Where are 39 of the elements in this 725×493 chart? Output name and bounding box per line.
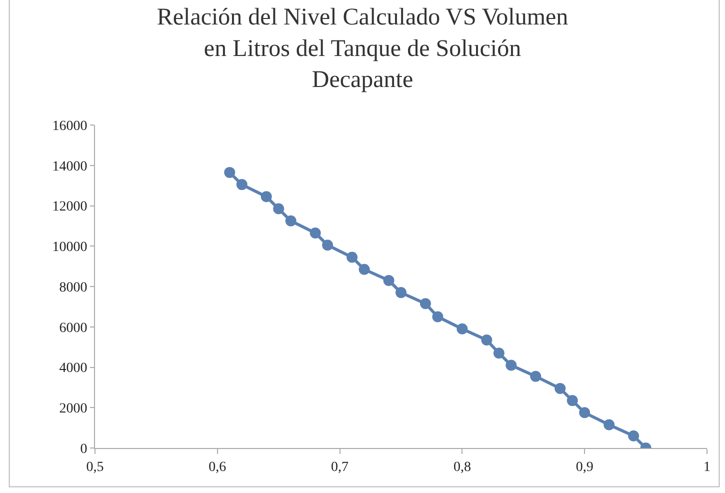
point: [506, 360, 517, 371]
point: [604, 419, 615, 430]
chart-title: Relación del Nivel Calculado VS Volumen en Litros del Tanque de Solución Decapante: [156, 4, 568, 94]
point: [579, 407, 590, 418]
x-tick-label: 0,6: [208, 460, 226, 475]
point: [628, 430, 640, 442]
y-tick-label: 6000: [59, 320, 88, 336]
point: [456, 323, 468, 334]
y-tick-label: 14000: [52, 159, 88, 174]
point: [224, 166, 236, 178]
point: [346, 252, 358, 263]
point: [260, 191, 272, 202]
y-tick-label: 2000: [59, 402, 88, 417]
point: [310, 228, 321, 238]
x-tick-label: 0,9: [576, 460, 594, 475]
x-tick-label: 0,7: [331, 460, 349, 475]
point: [236, 179, 248, 190]
point: [481, 334, 492, 346]
y-tick-label: 10000: [52, 240, 88, 256]
point: [530, 370, 542, 382]
point: [273, 203, 284, 214]
x-tick-label: 0,5: [86, 460, 104, 475]
point: [566, 395, 578, 406]
point: [554, 382, 566, 394]
x-tick-label: 1: [704, 460, 710, 475]
y-tick-label: 0: [80, 442, 88, 457]
y-tick-label: 8000: [59, 280, 88, 296]
point: [432, 311, 444, 322]
y-tick-label: 4000: [59, 361, 88, 376]
y-tick-label: 12000: [52, 200, 88, 215]
point: [285, 215, 296, 226]
y-tick-label: 16000: [52, 118, 88, 134]
point: [358, 264, 370, 275]
point: [420, 298, 431, 310]
point: [383, 274, 394, 286]
point: [493, 348, 504, 359]
x-tick-label: 0,8: [453, 460, 471, 475]
point: [322, 240, 334, 251]
point: [396, 287, 406, 298]
